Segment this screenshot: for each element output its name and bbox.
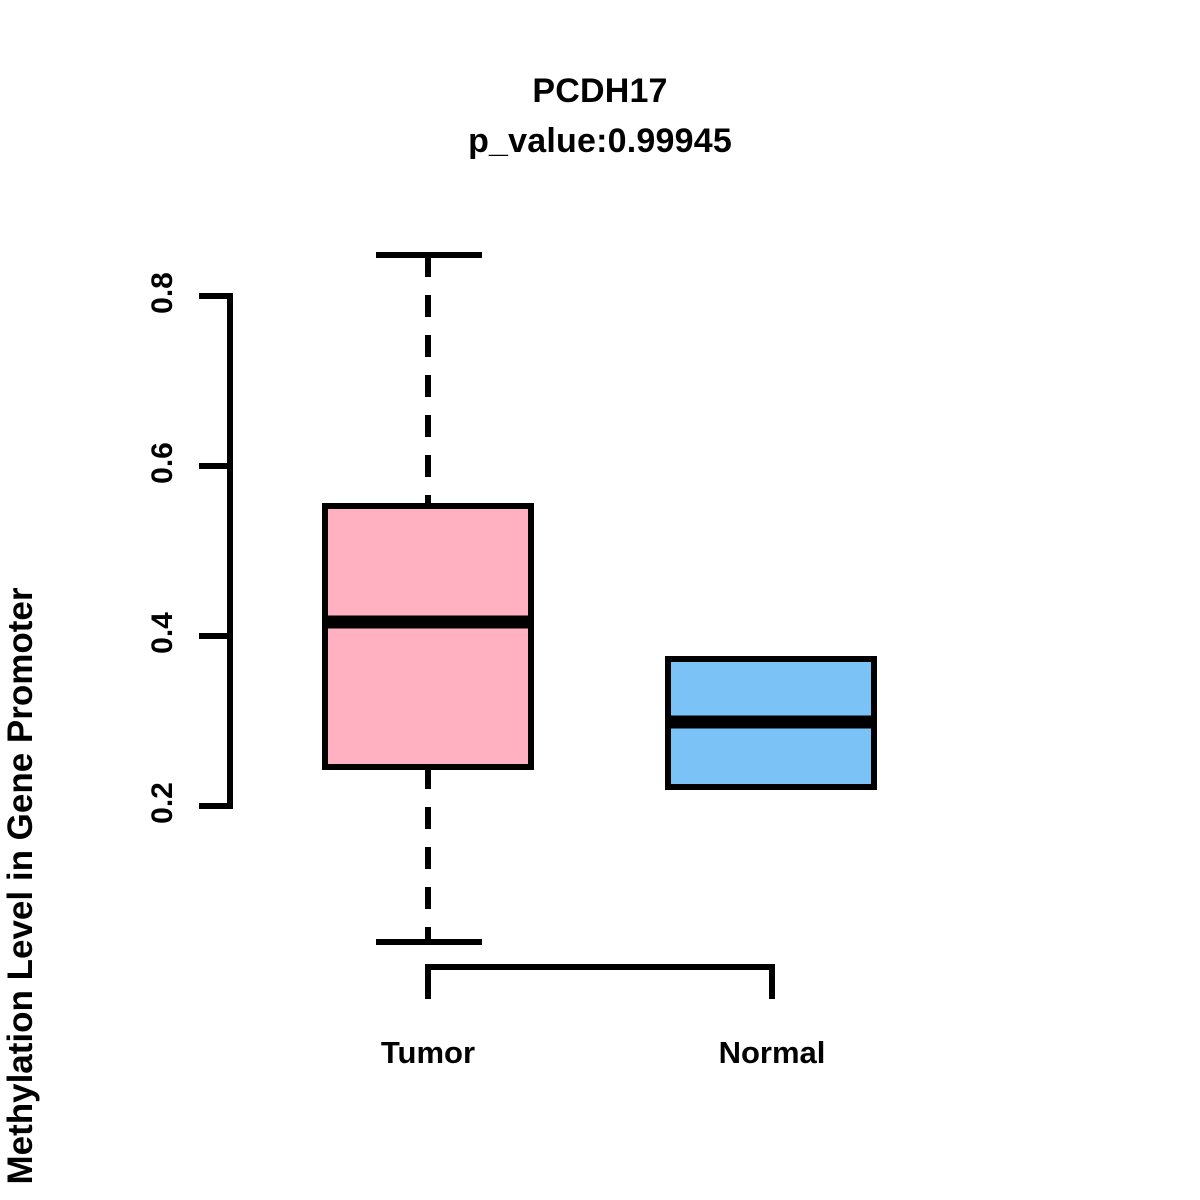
chart-title: PCDH17 xyxy=(532,72,668,110)
x-tick-label-tumor: Tumor xyxy=(380,1035,476,1070)
y-axis xyxy=(199,293,233,809)
chart-subtitle-pvalue: p_value:0.99945 xyxy=(468,122,732,160)
box-normal[interactable] xyxy=(665,656,877,790)
box-tumor[interactable] xyxy=(322,252,534,945)
x-axis xyxy=(425,964,775,999)
tumor-iqr-box[interactable] xyxy=(322,503,534,770)
x-tick-label-normal: Normal xyxy=(718,1035,826,1070)
